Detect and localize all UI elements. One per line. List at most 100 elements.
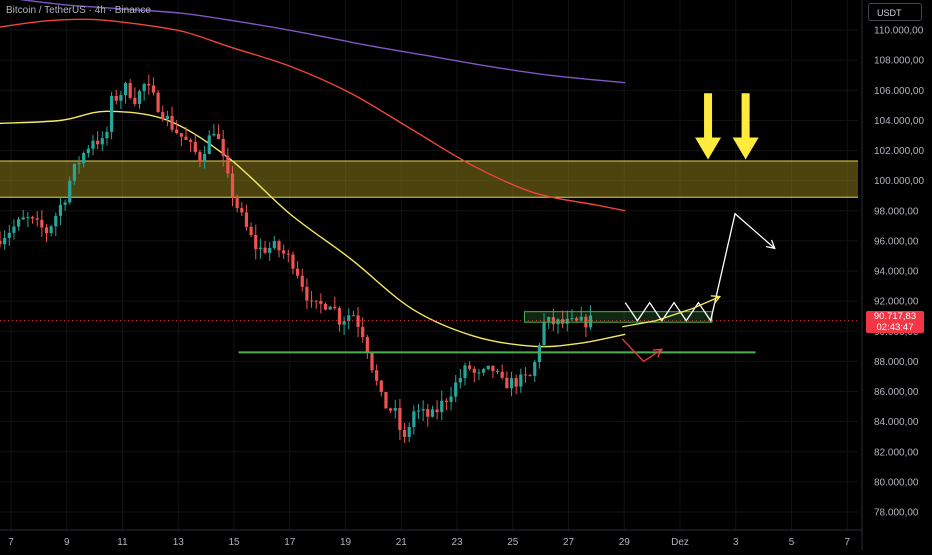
y-tick-label: 98.000,00: [874, 206, 919, 217]
candle-body: [244, 212, 249, 227]
x-tick-label: 19: [340, 537, 352, 548]
y-tick-label: 96.000,00: [874, 236, 919, 247]
candle-body: [193, 141, 197, 152]
candle-body: [309, 300, 314, 302]
candle-body: [21, 217, 25, 220]
candle-body: [328, 306, 332, 310]
candle-body: [282, 250, 286, 254]
candle-body: [495, 370, 500, 372]
candle-body: [389, 408, 393, 411]
candle-body: [175, 129, 179, 134]
candle-body: [230, 173, 235, 197]
candle-body: [86, 148, 90, 154]
x-tick-label: 25: [507, 537, 519, 548]
candle-body: [258, 247, 262, 250]
candle-body: [263, 247, 267, 253]
y-tick-label: 106.000,00: [874, 86, 924, 97]
candle-body: [189, 139, 193, 142]
x-tick-label: 23: [451, 537, 463, 548]
candle-body: [96, 140, 100, 145]
down-arrow-icon: [695, 93, 722, 160]
grid-layer: [0, 0, 858, 530]
projection-arrowhead: [765, 239, 776, 250]
last-price-value: 90.717,83: [873, 311, 917, 322]
candle-body: [365, 337, 369, 353]
candle-body: [119, 95, 123, 101]
candle-body: [156, 92, 160, 113]
candle-body: [128, 83, 132, 98]
candle-body: [440, 400, 444, 413]
y-tick-label: 80.000,00: [874, 477, 919, 488]
candle-body: [575, 318, 579, 321]
currency-button[interactable]: USDT: [868, 3, 922, 21]
candle-body: [361, 326, 365, 338]
y-tick-label: 82.000,00: [874, 447, 919, 458]
y-tick-label: 92.000,00: [874, 297, 919, 308]
candle-body: [212, 133, 216, 136]
x-tick-label: 29: [619, 537, 631, 548]
candle-body: [249, 226, 253, 235]
candle-body: [444, 400, 448, 402]
projection-path: [624, 212, 776, 323]
candle-body: [110, 95, 114, 132]
x-tick-label: 9: [64, 537, 70, 548]
candle-body: [68, 180, 72, 203]
candle-countdown: 02:43:47: [876, 322, 914, 333]
candle-body: [123, 83, 128, 96]
candle-body: [500, 371, 504, 378]
candle-body: [3, 237, 7, 245]
candle-body: [551, 317, 555, 325]
projection-arrowhead: [652, 348, 663, 358]
candle-body: [54, 215, 58, 227]
y-tick-label: 78.000,00: [874, 508, 919, 519]
candle-body: [449, 396, 453, 402]
candle-body: [505, 377, 509, 389]
candle-body: [435, 409, 439, 413]
candle-body: [198, 151, 202, 162]
projection-path: [622, 296, 721, 328]
candle-body: [165, 115, 169, 120]
candle-body: [379, 380, 383, 393]
candle-body: [570, 318, 574, 320]
x-tick-label: 3: [733, 537, 739, 548]
candle-body: [509, 378, 514, 389]
candle-body: [333, 306, 337, 309]
candle-body: [12, 226, 16, 233]
candle-body: [137, 91, 142, 104]
y-tick-label: 84.000,00: [874, 417, 919, 428]
last-price-tag: 90.717,83 02:43:47: [866, 311, 924, 333]
y-tick-label: 100.000,00: [874, 176, 924, 187]
candle-body: [184, 136, 188, 140]
candle-body: [533, 362, 537, 376]
x-tick-label: 11: [117, 537, 128, 548]
candle-body: [305, 286, 309, 301]
resistance-zone: [0, 161, 858, 198]
candle-body: [49, 226, 53, 234]
y-tick-label: 102.000,00: [874, 146, 924, 157]
candle-body: [72, 163, 76, 181]
candle-body: [235, 196, 239, 209]
candle-body: [565, 318, 569, 324]
candle-body: [519, 374, 523, 387]
candle-body: [26, 217, 30, 219]
projection-path: [621, 338, 663, 363]
candle-body: [337, 308, 342, 325]
candle-body: [142, 84, 146, 92]
candle-body: [170, 115, 174, 130]
candle-body: [207, 135, 211, 154]
candle-body: [421, 409, 425, 411]
candle-body: [58, 204, 63, 216]
candle-body: [351, 315, 355, 317]
candle-body: [463, 365, 467, 379]
candle-body: [221, 138, 225, 156]
candle-body: [161, 112, 165, 120]
x-tick-label: 13: [173, 537, 185, 548]
projection-arrowhead: [710, 295, 722, 305]
candle-body: [133, 97, 137, 104]
moving-average-line: [18, 0, 626, 84]
candle-body: [216, 133, 221, 139]
candle-body: [542, 321, 546, 346]
